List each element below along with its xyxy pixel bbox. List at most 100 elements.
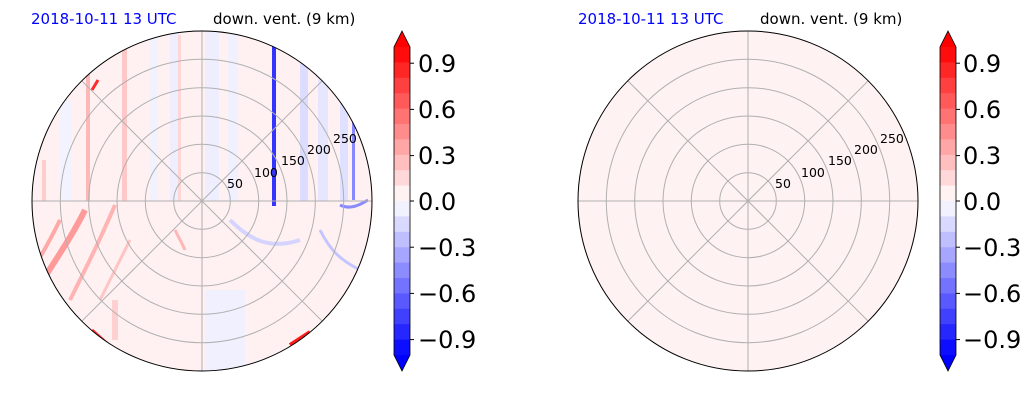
colorbar-right-outline: [939, 30, 957, 372]
band-blue-4: [228, 31, 238, 201]
title-var-left: down. vent. (9 km): [213, 10, 355, 28]
colorbar-segment: [394, 278, 410, 294]
rlabel-right-1: 100: [801, 165, 825, 180]
band-red-3: [178, 35, 181, 201]
rlabel-right-2: 150: [828, 153, 852, 168]
colorbar-right-ticks: [956, 62, 960, 341]
grid-right: [578, 31, 918, 371]
colorbar-segment: [940, 62, 956, 79]
colorbar-left-extend-max: [394, 31, 410, 47]
rlabel-left-4: 250: [333, 131, 357, 146]
edge-red-ne: [90, 79, 100, 91]
band-blue-6: [318, 50, 328, 201]
streak-red-sw-5: [173, 229, 187, 251]
colorbar-segment: [394, 47, 410, 63]
panel-right: 2018-10-11 13 UTC down. vent. (9 km) 50 …: [577, 10, 1021, 372]
cb-left-label-0: 0.9: [418, 50, 456, 78]
colorbar-segment: [394, 170, 410, 187]
colorbar-segment: [394, 247, 410, 264]
colorbar-right-segments: [940, 47, 956, 356]
colorbar-segment: [394, 216, 410, 233]
colorbar-segment: [940, 154, 956, 171]
colorbar-segment: [394, 139, 410, 156]
band-blue-5: [300, 40, 308, 201]
cb-left-label-4: −0.3: [418, 234, 476, 262]
colorbar-segment: [940, 324, 956, 341]
colorbar-segment: [940, 201, 956, 217]
cb-right-label-1: 0.6: [963, 96, 1001, 124]
streak-red-sw-4: [98, 239, 132, 301]
colorbar-left-segments: [394, 47, 410, 356]
cb-right-label-4: −0.3: [963, 234, 1021, 262]
title-date-right: 2018-10-11 13 UTC: [578, 10, 724, 28]
colorbar-left-ticks: [410, 62, 414, 341]
band-blue-8: [60, 100, 72, 201]
cb-left-label-3: 0.0: [418, 188, 456, 216]
colorbar-segment: [394, 231, 410, 248]
colorbar-segment: [394, 262, 410, 279]
radial-labels-left: 50 100 150 200 250: [227, 131, 357, 191]
colorbar-segment: [394, 124, 410, 140]
band-red-south: [112, 300, 118, 340]
colorbar-segment: [394, 324, 410, 341]
streak-blue-mid: [352, 120, 355, 200]
colorbar-segment: [394, 293, 410, 310]
polar-field-left: [32, 31, 372, 371]
polar-frame-right: [577, 30, 919, 372]
colorbar-segment: [394, 154, 410, 171]
radial-labels-right: 50 100 150 200 250: [775, 131, 904, 191]
colorbar-segment: [940, 47, 956, 63]
colorbar-segment: [940, 293, 956, 310]
band-red-4: [42, 160, 46, 201]
grid-left: [32, 31, 372, 371]
band-blue-3: [205, 31, 219, 201]
colorbar-segment: [940, 108, 956, 125]
cb-left-label-5: −0.6: [418, 280, 476, 308]
streak-red-sw-2: [68, 204, 117, 301]
cb-right-label-0: 0.9: [963, 50, 1001, 78]
band-blue-1: [150, 31, 158, 201]
colorbar-segment: [940, 93, 956, 110]
colorbar-segment: [940, 339, 956, 356]
rlabel-right-4: 250: [880, 131, 904, 146]
colorbar-segment: [940, 185, 956, 202]
rlabel-left-1: 100: [254, 165, 278, 180]
colorbar-left-outline: [393, 30, 411, 372]
colorbar-segment: [940, 308, 956, 325]
edge-red-se: [288, 330, 312, 347]
cb-right-label-6: −0.9: [963, 326, 1021, 354]
colorbar-right-extend-max: [940, 31, 956, 47]
colorbar-right-extend-min: [940, 355, 956, 371]
polar-frame-left: [31, 30, 373, 372]
colorbar-segment: [394, 308, 410, 325]
cb-left-label-2: 0.3: [418, 142, 456, 170]
colorbar-segment: [394, 339, 410, 356]
cb-left-label-1: 0.6: [418, 96, 456, 124]
colorbar-segment: [394, 201, 410, 217]
colorbar-segment: [394, 93, 410, 110]
panel-left: 2018-10-11 13 UTC down. vent. (9 km): [31, 10, 476, 372]
patch-blue-se-1: [228, 218, 301, 246]
colorbar-segment: [940, 231, 956, 248]
colorbar-segment: [940, 139, 956, 156]
colorbar-segment: [940, 216, 956, 233]
colorbar-segment: [394, 108, 410, 125]
patch-blue-se-2: [318, 229, 361, 272]
colorbar-left-extend-min: [394, 355, 410, 371]
colorbar-segment: [940, 278, 956, 294]
polar-field-right: [578, 31, 918, 371]
colorbar-segment: [394, 62, 410, 79]
rlabel-left-3: 200: [307, 142, 331, 157]
rlabel-left-2: 150: [281, 153, 305, 168]
cb-right-label-2: 0.3: [963, 142, 1001, 170]
cb-right-label-3: 0.0: [963, 188, 1001, 216]
title-date-left: 2018-10-11 13 UTC: [31, 10, 177, 28]
rlabel-left-0: 50: [227, 176, 243, 191]
colorbar-segment: [394, 185, 410, 202]
cb-right-label-5: −0.6: [963, 280, 1021, 308]
band-blue-7: [340, 70, 348, 201]
rlabel-right-0: 50: [775, 176, 791, 191]
colorbar-segment: [940, 124, 956, 140]
colorbar-right: 0.9 0.6 0.3 0.0 −0.3 −0.6 −0.9: [939, 30, 1021, 372]
